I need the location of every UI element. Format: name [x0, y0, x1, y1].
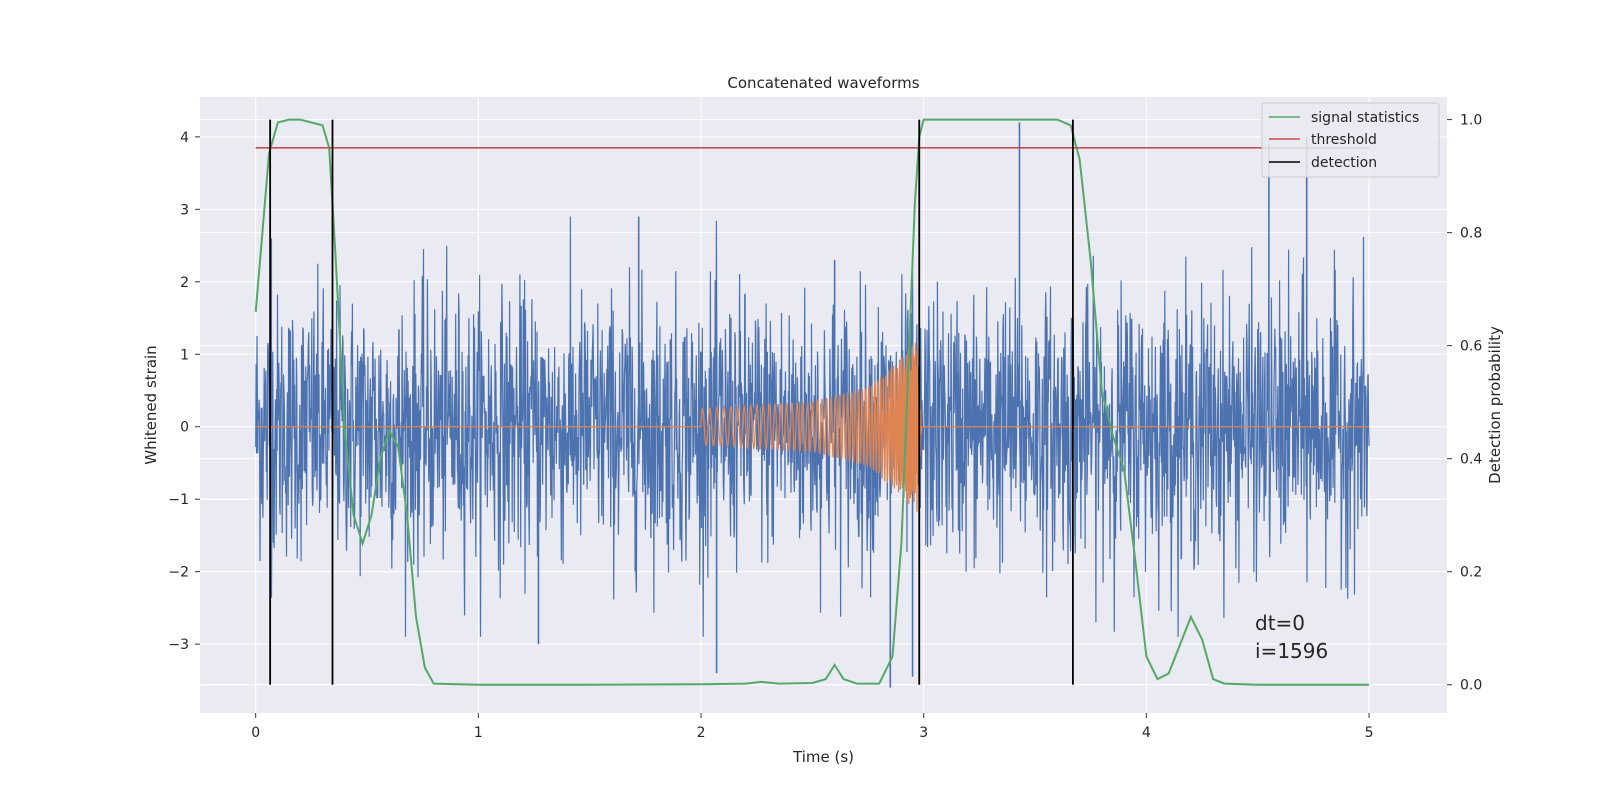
y2-tick-label: 1.0 [1460, 113, 1482, 129]
y-tick-label: −1 [168, 492, 189, 508]
y-tick-label: −2 [168, 565, 189, 581]
legend-label-threshold: threshold [1311, 132, 1377, 148]
y2-ticks: 0.0 0.2 0.4 0.6 0.8 1.0 [1447, 113, 1482, 694]
y-tick-label: 3 [180, 202, 189, 218]
x-tick-label: 2 [697, 725, 706, 741]
x-ticks: 0 1 2 3 4 5 [251, 713, 1374, 741]
y2-tick-label: 0.4 [1460, 452, 1482, 468]
y2-tick-label: 0.6 [1460, 339, 1482, 355]
x-tick-label: 3 [919, 725, 928, 741]
y2-axis-label: Detection probability [1486, 326, 1504, 484]
y-axis-label: Whitened strain [142, 345, 160, 464]
chart-title: Concatenated waveforms [727, 74, 919, 92]
signal-statistics-line [254, 118, 1370, 686]
legend-box [1261, 102, 1440, 178]
x-tick-label: 0 [251, 725, 260, 741]
strain-line [255, 216, 1370, 637]
annotation-i: i=1596 [1255, 639, 1328, 663]
y-ticks: −3 −2 −1 0 1 2 3 4 [168, 130, 200, 653]
x-tick-label: 1 [474, 725, 483, 741]
y2-tick-label: 0.2 [1460, 565, 1482, 581]
x-tick-label: 4 [1142, 725, 1151, 741]
series-layer [254, 118, 1370, 688]
x-axis-label: Time (s) [792, 748, 854, 766]
annotation-dt: dt=0 [1255, 611, 1305, 635]
y-tick-label: 4 [180, 130, 189, 146]
y-tick-label: −3 [168, 637, 189, 653]
x-tick-label: 5 [1365, 725, 1374, 741]
legend-label-detection: detection [1311, 155, 1377, 171]
y-tick-label: 0 [180, 420, 189, 436]
y-tick-label: 1 [180, 347, 189, 363]
legend: signal statistics threshold detection [1261, 102, 1440, 178]
legend-label-signal-statistics: signal statistics [1311, 110, 1419, 126]
y2-tick-label: 0.0 [1460, 678, 1482, 694]
template-line [255, 343, 1370, 512]
series-group [254, 118, 1370, 688]
y-tick-label: 2 [180, 275, 189, 291]
y2-tick-label: 0.8 [1460, 226, 1482, 242]
